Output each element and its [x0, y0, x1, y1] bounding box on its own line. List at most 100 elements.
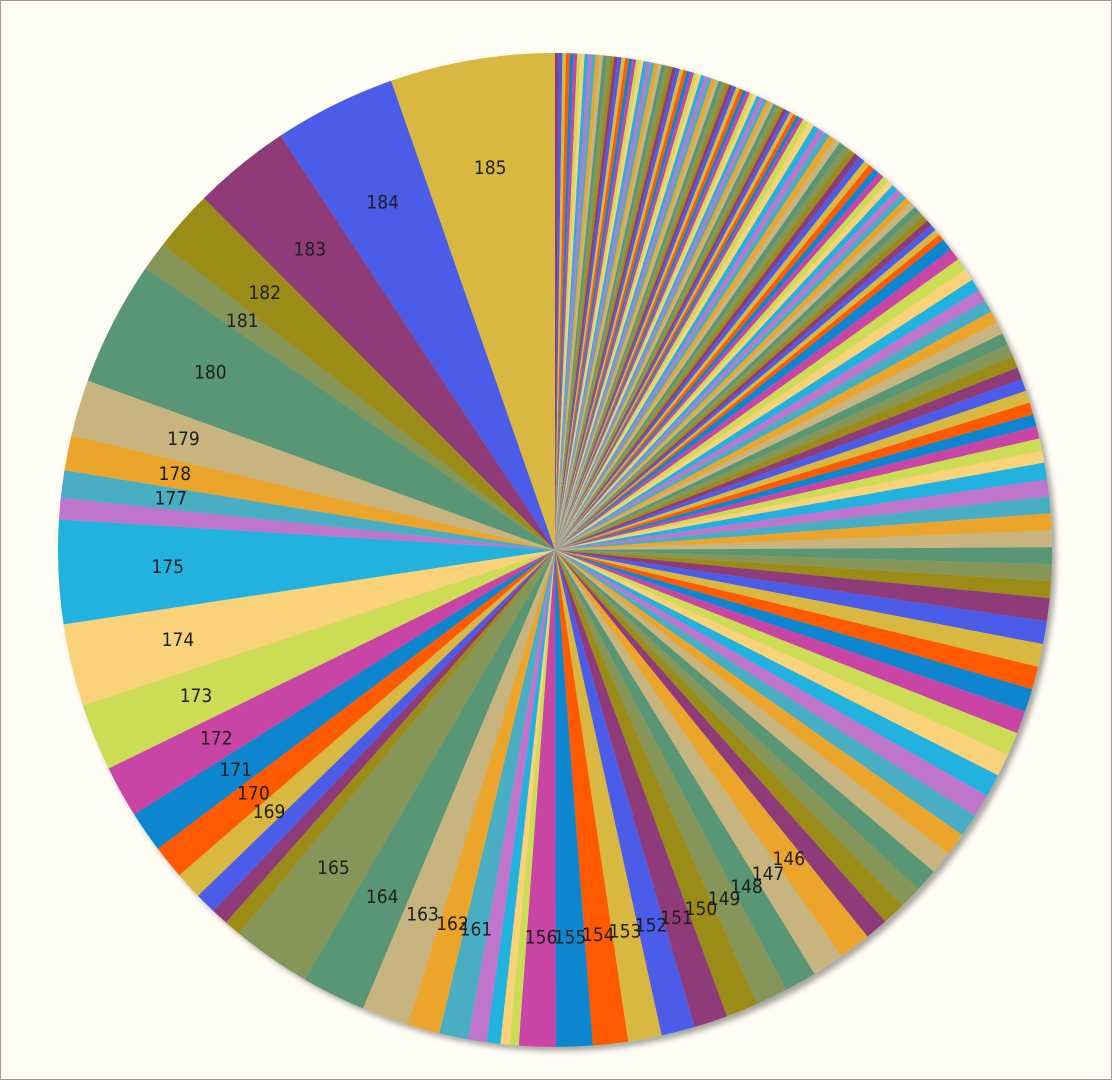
pie-slice-83[interactable]: [555, 161, 870, 550]
pie-slice-159[interactable]: [486, 550, 555, 1044]
pie-slice-67[interactable]: [555, 112, 794, 551]
pie-slice-96[interactable]: [555, 216, 928, 550]
pie-slice-6[interactable]: [555, 53, 578, 550]
pie-slice-66[interactable]: [555, 110, 791, 551]
pie-slice-164[interactable]: [304, 550, 555, 1009]
pie-slice-37[interactable]: [555, 70, 691, 551]
pie-slice-161[interactable]: [439, 550, 555, 1040]
pie-slice-107[interactable]: [555, 300, 992, 550]
pie-slice-32[interactable]: [555, 66, 673, 550]
pie-slice-87[interactable]: [555, 177, 889, 550]
pie-slice-162[interactable]: [407, 550, 555, 1034]
pie-slice-101[interactable]: [555, 239, 951, 551]
pie-slice-127[interactable]: [555, 550, 1052, 582]
pie-slice-5[interactable]: [555, 53, 574, 550]
pie-slice-120[interactable]: [555, 450, 1045, 550]
pie-slice-139[interactable]: [555, 550, 976, 836]
pie-slice-143[interactable]: [555, 550, 919, 906]
pie-slice-142[interactable]: [555, 550, 934, 890]
pie-slice-135[interactable]: [555, 550, 1018, 755]
pie-slice-1[interactable]: [555, 52, 559, 550]
pie-slice-106[interactable]: [555, 290, 986, 550]
pie-slice-114[interactable]: [555, 379, 1026, 550]
pie-slice-155[interactable]: [555, 550, 593, 1047]
pie-slice-153[interactable]: [555, 550, 662, 1042]
pie-slice-23[interactable]: [555, 59, 640, 550]
pie-slice-97[interactable]: [555, 220, 932, 551]
pie-slice-81[interactable]: [555, 153, 860, 551]
pie-slice-119[interactable]: [555, 438, 1042, 550]
pie-slice-38[interactable]: [555, 71, 695, 551]
pie-slice-39[interactable]: [555, 72, 698, 550]
pie-slice-12[interactable]: [555, 54, 600, 551]
pie-slice-36[interactable]: [555, 69, 688, 550]
pie-slice-147[interactable]: [555, 550, 842, 974]
pie-slice-62[interactable]: [555, 103, 778, 550]
pie-slice-158[interactable]: [500, 550, 555, 1045]
pie-slice-109[interactable]: [555, 322, 1003, 550]
pie-slice-89[interactable]: [555, 185, 898, 551]
pie-slice-50[interactable]: [555, 85, 737, 550]
pie-slice-108[interactable]: [555, 311, 997, 550]
pie-slice-112[interactable]: [555, 356, 1018, 550]
pie-slice-184[interactable]: [280, 80, 555, 550]
pie-slice-64[interactable]: [555, 107, 784, 550]
pie-slice-129[interactable]: [555, 550, 1050, 622]
pie-slice-178[interactable]: [64, 435, 556, 550]
pie-slice-2[interactable]: [555, 53, 563, 550]
pie-slice-93[interactable]: [555, 202, 915, 551]
pie-slice-176[interactable]: [58, 497, 555, 550]
pie-slice-156[interactable]: [518, 550, 556, 1048]
pie-slice-17[interactable]: [555, 56, 618, 550]
pie-slice-31[interactable]: [555, 65, 670, 551]
pie-slice-52[interactable]: [555, 88, 744, 551]
pie-slice-130[interactable]: [555, 550, 1047, 645]
pie-slice-59[interactable]: [555, 98, 767, 550]
pie-slice-48[interactable]: [555, 83, 730, 550]
pie-slice-144[interactable]: [555, 550, 903, 922]
pie-slice-46[interactable]: [555, 80, 723, 550]
pie-slice-185[interactable]: [391, 53, 555, 550]
pie-slice-9[interactable]: [555, 53, 589, 550]
pie-slice-91[interactable]: [555, 193, 907, 550]
pie-slice-94[interactable]: [555, 207, 919, 550]
pie-slice-57[interactable]: [555, 95, 761, 550]
pie-slice-25[interactable]: [555, 60, 648, 551]
pie-slice-56[interactable]: [555, 94, 757, 550]
pie-slice-35[interactable]: [555, 68, 684, 550]
pie-slice-99[interactable]: [555, 230, 940, 551]
pie-slice-141[interactable]: [555, 550, 949, 872]
pie-slice-165[interactable]: [238, 550, 555, 980]
pie-slice-136[interactable]: [555, 550, 1008, 776]
pie-slice-149[interactable]: [555, 550, 787, 1005]
pie-slice-10[interactable]: [555, 54, 593, 551]
pie-slice-150[interactable]: [555, 550, 758, 1017]
pie-slice-18[interactable]: [555, 57, 622, 550]
pie-slice-111[interactable]: [555, 344, 1013, 550]
pie-slice-154[interactable]: [555, 550, 629, 1046]
pie-slice-49[interactable]: [555, 84, 733, 550]
pie-slice-78[interactable]: [555, 142, 845, 550]
pie-slice-171[interactable]: [134, 550, 555, 849]
pie-slice-123[interactable]: [555, 496, 1051, 550]
pie-slice-124[interactable]: [555, 513, 1052, 550]
pie-slice-73[interactable]: [555, 125, 820, 550]
pie-slice-4[interactable]: [555, 53, 570, 551]
pie-slice-69[interactable]: [555, 115, 800, 550]
pie-slice-92[interactable]: [555, 198, 911, 550]
pie-slice-42[interactable]: [555, 76, 709, 551]
pie-slice-138[interactable]: [555, 550, 987, 816]
pie-slice-80[interactable]: [555, 149, 855, 550]
pie-slice-13[interactable]: [555, 54, 604, 551]
pie-slice-76[interactable]: [555, 135, 835, 550]
pie-slice-105[interactable]: [555, 279, 979, 550]
pie-slice-169[interactable]: [179, 550, 555, 896]
pie-slice-133[interactable]: [555, 550, 1033, 712]
pie-slice-16[interactable]: [555, 56, 615, 551]
pie-slice-126[interactable]: [555, 547, 1052, 565]
pie-slice-90[interactable]: [555, 189, 902, 550]
pie-slice-53[interactable]: [555, 90, 747, 550]
pie-slice-70[interactable]: [555, 117, 804, 551]
pie-slice-131[interactable]: [555, 550, 1043, 667]
pie-slice-28[interactable]: [555, 63, 659, 550]
